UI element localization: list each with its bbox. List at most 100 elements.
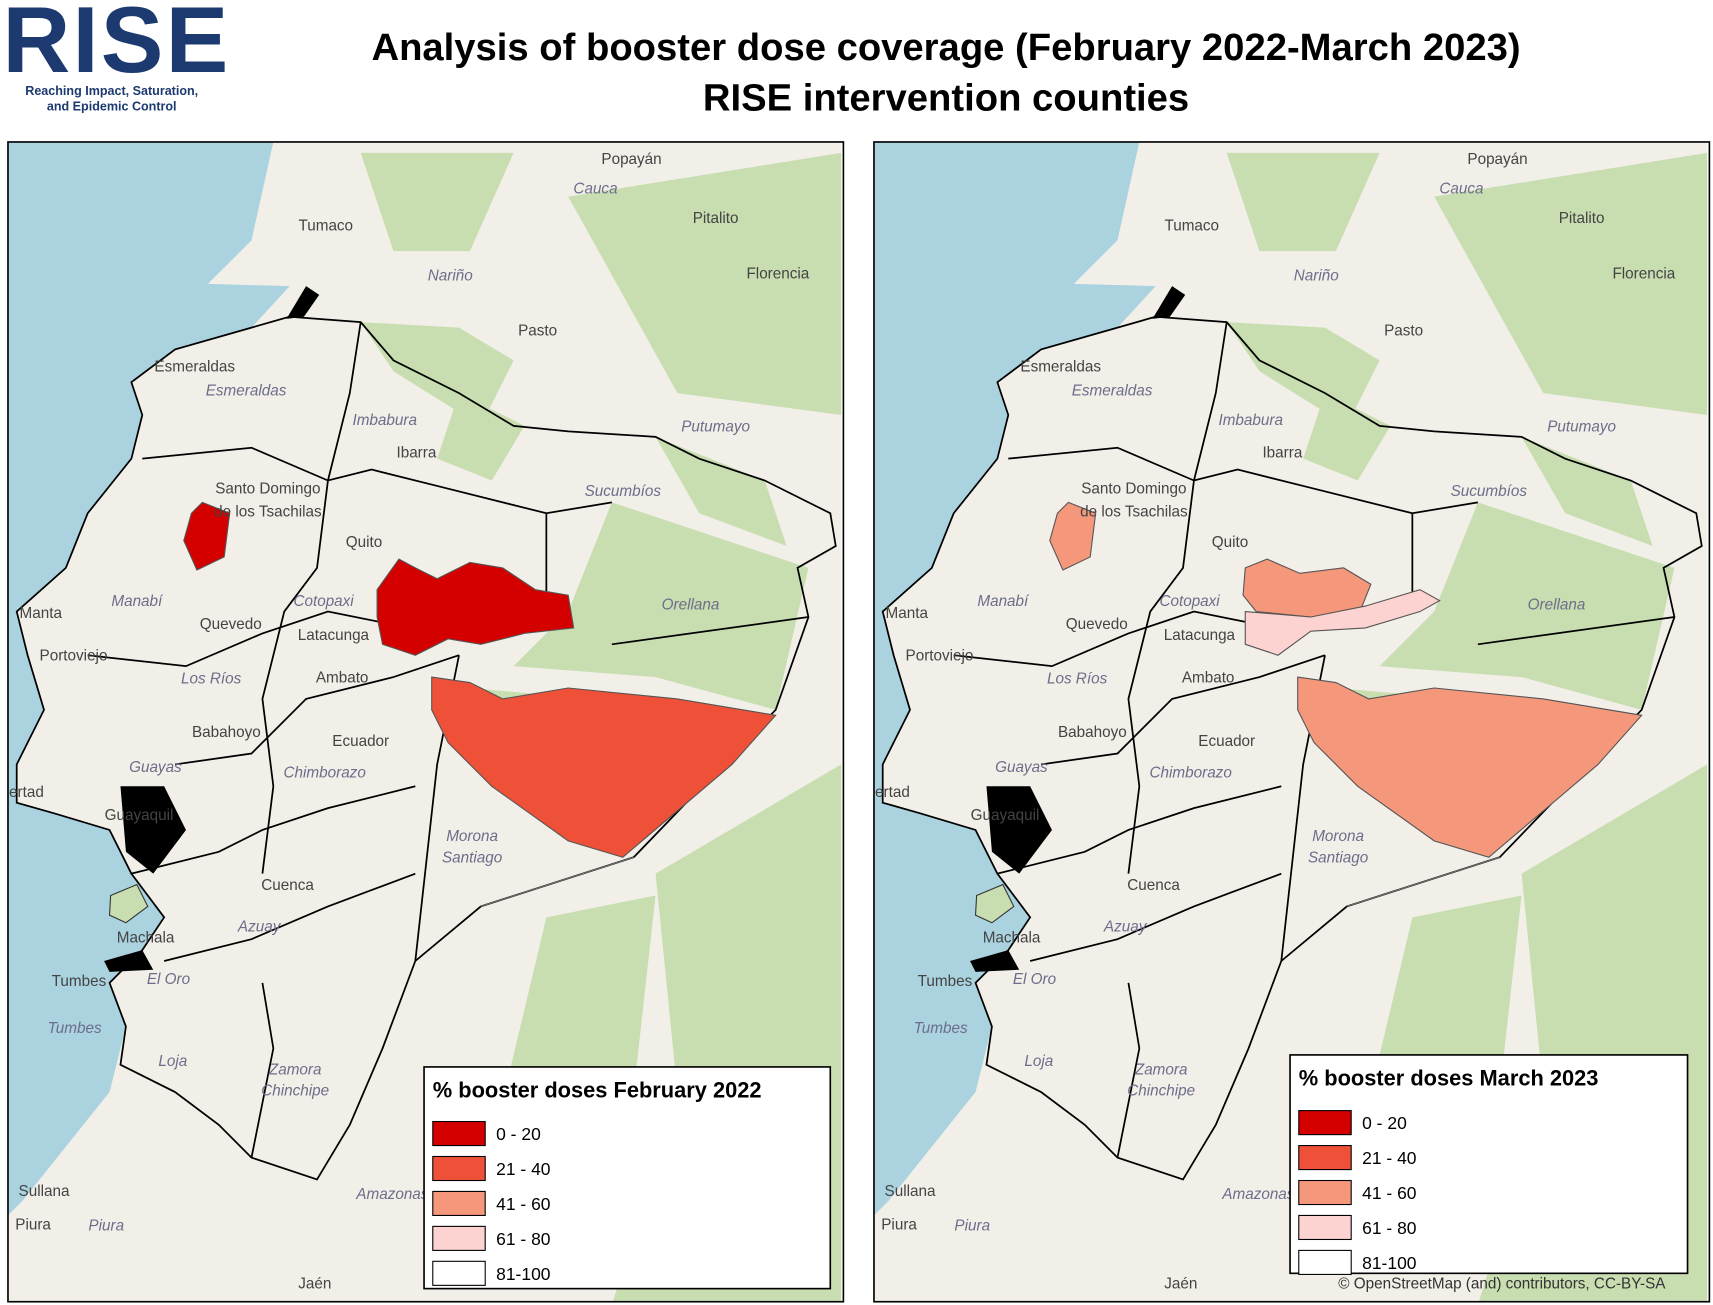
place-label: Portoviejo [40,648,108,665]
place-label: Guayaquil [971,807,1040,824]
place-label: Imbabura [1218,412,1283,429]
map-frame [7,141,845,1303]
region [183,501,231,571]
title: Analysis of booster dose coverage (Febru… [371,26,1520,69]
place-label: de los Tsachilas [214,504,322,521]
legend-swatch [1298,1179,1352,1206]
legend-box [423,1066,832,1290]
place-label: Quevedo [1066,616,1128,633]
place-label: Esmeraldas [206,382,287,399]
tagline: and Epidemic Control [47,99,177,113]
place-label: Chimborazo [1150,765,1232,782]
attribution: © OpenStreetMap (and) contributors, CC-B… [1338,1276,1666,1293]
place-label: Orellana [662,596,720,613]
place-label: de los Tsachilas [1080,504,1188,521]
place-label: bertad [867,784,910,801]
place-label: Sullana [885,1183,936,1200]
place-label: Florencia [746,265,809,282]
place-label: Sullana [19,1183,70,1200]
place-label: Pasto [1384,322,1423,339]
legend-swatch [1298,1110,1352,1136]
place-label: Machala [983,929,1041,946]
place-label: Cotopaxi [1159,593,1220,610]
place-label: Zamora [268,1062,322,1079]
legend: % booster doses February 2022 0 - 20 21 - … [423,1066,832,1290]
legend-title: % booster doses February 2022 [433,1078,762,1103]
place-label: Babahoyo [1058,724,1127,741]
legend-label: 21 - 40 [1362,1148,1417,1168]
place-label: Cauca [573,180,617,197]
region [376,558,575,656]
region [1242,558,1372,618]
place-label: Cauca [1439,180,1483,197]
place-label: Piura [88,1218,124,1235]
place-label: Amazonas [1221,1186,1294,1203]
legend-label: 41 - 60 [496,1194,551,1214]
place-label: Chinchipe [1127,1082,1195,1099]
legend-label: 0 - 20 [496,1124,541,1144]
place-label: Ambato [1182,670,1235,687]
place-label: Guayas [995,759,1048,776]
place-label: Putumayo [1547,418,1616,435]
legend-swatch [1298,1249,1352,1275]
place-label: Esmeraldas [1072,382,1153,399]
legend-title: % booster doses March 2023 [1299,1065,1599,1090]
place-label: Popayán [601,151,661,168]
place-label: Azuay [237,919,282,936]
place-label: Tumbes [48,1020,102,1037]
place-label: Los Ríos [181,671,242,688]
legend-box [1289,1054,1689,1275]
legend-swatch [432,1260,486,1286]
place-label: Santo Domingo [1081,481,1186,498]
legend-label: 61 - 80 [1362,1218,1417,1238]
region [1244,589,1441,656]
legend: % booster doses March 2023 0 - 20 21 - 40 4… [1289,1054,1689,1275]
tagline: Reaching Impact, Saturation, [25,84,198,98]
place-label: Quito [346,534,383,551]
place-label: Azuay [1103,919,1148,936]
place-label: Guayas [129,759,182,776]
place-label: Ecuador [1198,733,1255,750]
place-label: Cuenca [1127,877,1180,894]
place-label: Machala [117,929,175,946]
place-label: Florencia [1612,265,1675,282]
place-label: Tumbes [914,1020,968,1037]
map: Popayán Cauca Pitalito Tumaco Nariño Florenci… [867,141,1709,1302]
legend-swatch [1298,1214,1352,1241]
place-label: Nariño [1294,268,1339,285]
place-label: Manabí [111,593,164,610]
place-label: Pitalito [693,210,739,227]
place-label: Tumaco [298,217,353,234]
place-label: Jaén [298,1276,331,1293]
place-label: Cuenca [261,877,314,894]
place-label: Piura [954,1218,990,1235]
place-label: Los Ríos [1047,671,1108,688]
place-label: bertad [1,784,44,801]
title: RISE intervention counties [703,76,1189,119]
legend-swatch [432,1190,486,1216]
place-label: Manta [886,605,929,622]
legend-label: 0 - 20 [1362,1113,1407,1133]
place-label: Nariño [428,268,473,285]
map-frame [873,141,1711,1303]
place-label: Ibarra [1262,445,1302,462]
place-label: Ecuador [332,733,389,750]
region [1049,501,1097,571]
place-label: Morona [446,828,498,845]
place-label: Sucumbíos [585,483,662,500]
place-label: Tumbes [52,973,107,990]
logo: RISE [3,0,231,92]
place-label: Pitalito [1559,210,1605,227]
region [431,676,777,858]
legend-label: 21 - 40 [496,1159,551,1179]
place-label: Chinchipe [261,1082,329,1099]
place-label: Sucumbíos [1451,483,1528,500]
place-label: Orellana [1528,596,1586,613]
place-label: Zamora [1134,1062,1188,1079]
place-label: Putumayo [681,418,750,435]
place-label: Manta [20,605,63,622]
place-label: Ibarra [396,445,436,462]
place-label: Imbabura [352,412,417,429]
legend-label: 61 - 80 [496,1229,551,1249]
